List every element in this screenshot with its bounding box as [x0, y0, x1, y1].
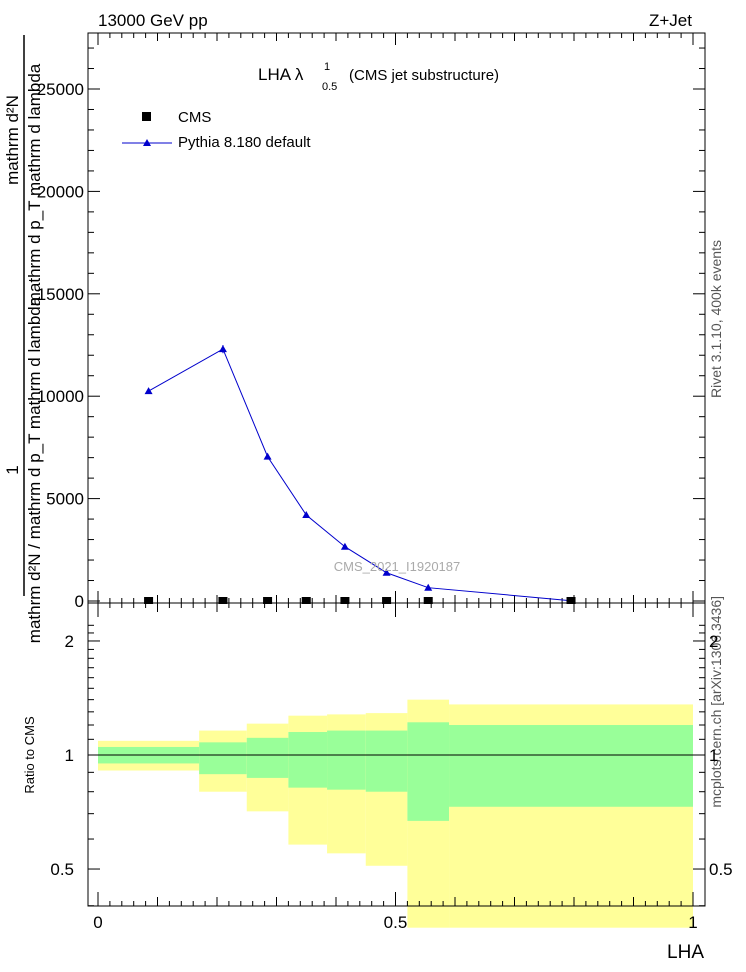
ratio-y-tick-label: 2 — [65, 632, 74, 651]
ratio-bands — [98, 699, 693, 928]
cms-point — [144, 597, 154, 604]
plot-title-suffix: (CMS jet substructure) — [349, 67, 499, 84]
y-label-numerator-one: 1 — [3, 465, 22, 474]
pythia-point — [424, 583, 433, 591]
rivet-label: Rivet 3.1.10, 400k events — [708, 240, 724, 398]
y-tick-label: 15000 — [37, 285, 84, 304]
pythia-point — [144, 387, 153, 395]
y-tick-label: 0 — [75, 592, 84, 611]
y-label-d2n: mathrm d²N — [3, 95, 22, 185]
y-tick-label: 10000 — [37, 387, 84, 406]
ratio-y-tick-label-right: 2 — [709, 632, 718, 651]
y-tick-label: 5000 — [46, 490, 84, 509]
y-axis-label: 1 mathrm d²N mathrm d p_T mathrm d lambdam… — [3, 35, 44, 643]
ratio-y-tick-label: 1 — [65, 746, 74, 765]
y-tick-label: 20000 — [37, 182, 84, 201]
ratio-inner-band — [407, 722, 450, 821]
ratio-inner-band — [246, 737, 289, 778]
ratio-y-tick-label-right: 0.5 — [709, 860, 733, 879]
ratio-inner-band — [449, 725, 693, 807]
x-tick-label: 1 — [688, 913, 697, 932]
top-data-layer — [144, 345, 576, 604]
y-tick-label: 25000 — [37, 80, 84, 99]
x-tick-label: 0.5 — [384, 913, 408, 932]
main-plot-panel: 1 mathrm d²N mathrm d p_T mathrm d lambdam… — [3, 32, 706, 643]
legend-pythia-label: Pythia 8.180 default — [178, 134, 311, 151]
cms-point — [263, 597, 273, 604]
ratio-y-label: Ratio to CMS — [22, 716, 37, 794]
ratio-plot-frame — [87, 602, 706, 907]
x-axis-label: LHA — [667, 942, 704, 963]
pythia-point — [340, 542, 349, 550]
pythia-point — [302, 510, 311, 518]
plot-title: LHA λ — [258, 65, 304, 84]
x-tick-label: 0 — [93, 913, 102, 932]
cms-point — [423, 597, 433, 604]
ratio-plot-panel: 0 0.5 1 0.5 0.5 1 1 2 2 Ratio to CMS LHA — [22, 602, 733, 963]
ratio-y-tick-label-right: 1 — [709, 746, 718, 765]
ratio-y-tick-label: 0.5 — [50, 860, 74, 879]
pythia-point — [382, 568, 391, 576]
top-axis-ticks: 0 5000 10000 15000 20000 25000 — [37, 33, 705, 611]
ratio-inner-band — [327, 730, 366, 790]
mcplots-label: mcplots.cern.ch [arXiv:1306.3436] — [708, 596, 724, 808]
analysis-watermark: CMS_2021_I1920187 — [334, 559, 461, 574]
y-label-ratio-expr: mathrm d²N / mathrm d p_T mathrm d lambd… — [25, 296, 44, 643]
ratio-inner-band — [288, 732, 328, 788]
pythia-point — [218, 345, 227, 353]
ratio-inner-band — [365, 730, 408, 792]
legend-cms-marker — [142, 112, 151, 121]
pythia-point — [263, 452, 272, 460]
ratio-inner-band — [199, 742, 247, 775]
plot-title-subscript: 0.5 — [322, 81, 337, 93]
cms-point — [566, 597, 576, 604]
y-label-denominator: mathrm d p_T mathrm d lambda — [25, 63, 44, 306]
header-right: Z+Jet — [649, 11, 692, 30]
legend-cms-label: CMS — [178, 109, 211, 126]
header-left: 13000 GeV pp — [98, 11, 208, 30]
pythia-line — [148, 348, 572, 602]
cms-point — [340, 597, 350, 604]
ratio-axis-ticks: 0 0.5 1 0.5 0.5 1 1 2 2 — [50, 603, 733, 932]
plot-title-superscript: 1 — [324, 61, 330, 73]
cms-point — [218, 597, 228, 604]
cms-point — [301, 597, 311, 604]
legend-pythia-marker — [143, 139, 151, 146]
cms-point — [382, 597, 392, 604]
